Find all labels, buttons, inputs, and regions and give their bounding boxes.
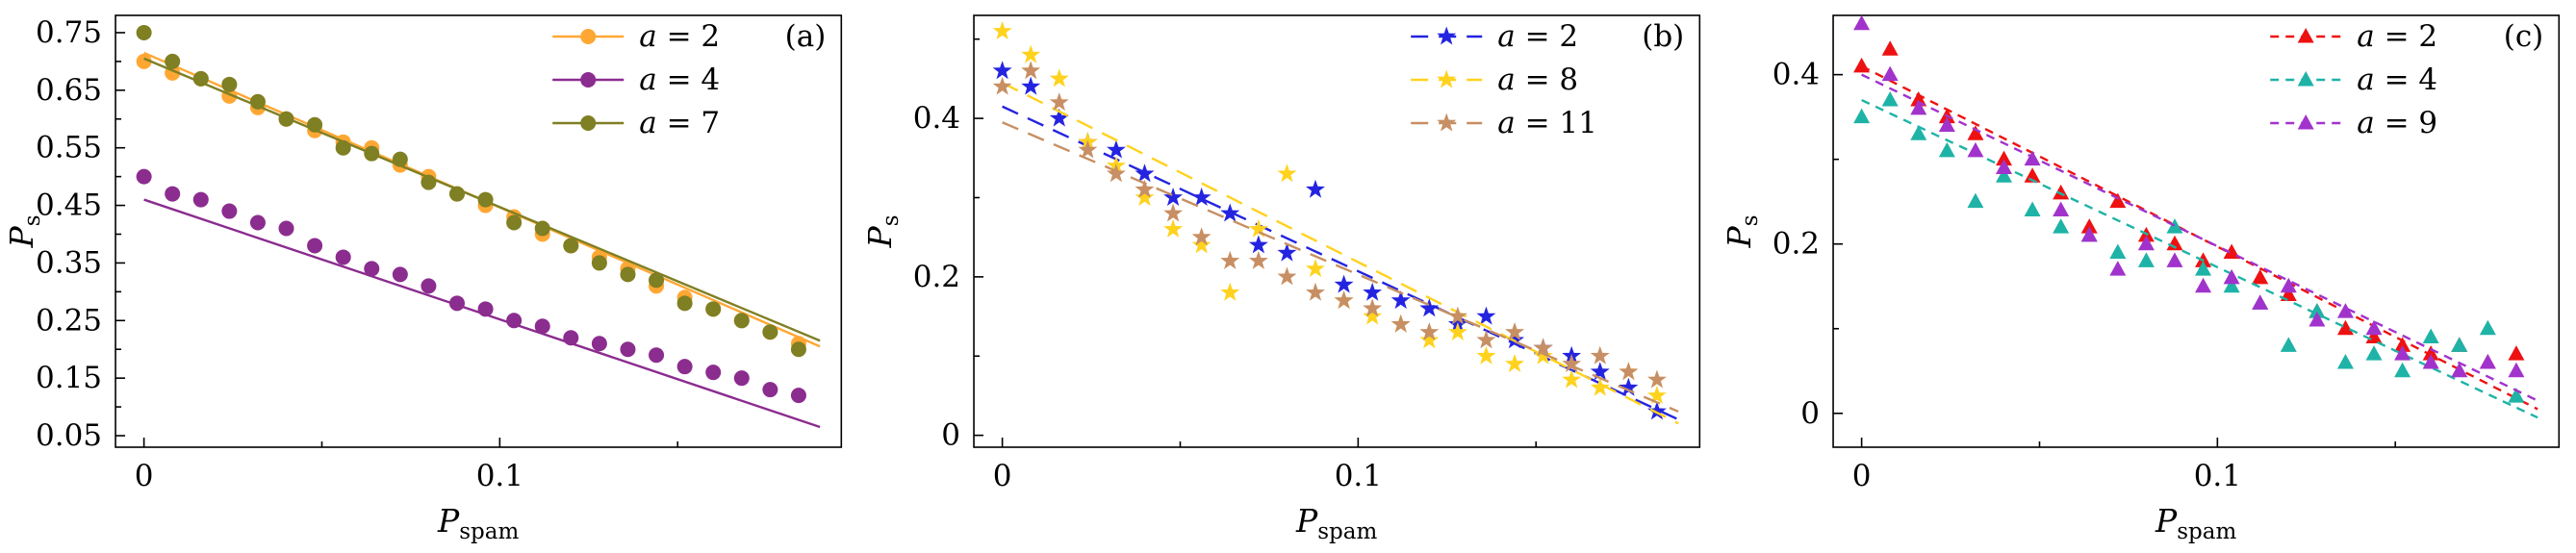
y-tick-label: 0.4: [1772, 58, 1819, 92]
y-tick-label: 0.2: [1772, 227, 1819, 262]
series-markers: [1852, 14, 2525, 378]
fit-line: [1002, 81, 1679, 425]
y-tick-label: 0.45: [36, 189, 102, 223]
panel-tag: (a): [785, 19, 827, 54]
y-tick-label: 0.55: [36, 131, 102, 165]
fit-line: [1860, 64, 2538, 411]
legend-label: a = 2: [639, 19, 720, 54]
y-tick-label: 0: [1800, 396, 1820, 431]
x-tick-label: 0.1: [2193, 459, 2240, 493]
y-tick-label: 0.65: [36, 73, 102, 108]
series-markers: [136, 168, 806, 404]
panel-tag: (b): [1643, 19, 1685, 54]
y-tick-label: 0.2: [913, 260, 960, 294]
y-tick-label: 0: [942, 418, 961, 453]
ticks: [974, 38, 1538, 447]
y-tick-label: 0.25: [36, 303, 102, 338]
y-axis-label: Ps: [861, 214, 904, 248]
y-axis-label: Ps: [1721, 214, 1763, 248]
x-axis-label: Pspam: [2155, 502, 2236, 544]
x-tick-label: 0: [135, 459, 154, 493]
y-tick-label: 0.4: [913, 101, 960, 136]
ticks: [1832, 73, 2396, 447]
y-tick-label: 0.15: [36, 361, 102, 395]
legend-label: a = 7: [639, 106, 720, 140]
x-tick-label: 0: [993, 459, 1012, 493]
fit-line: [1860, 98, 2538, 419]
axes-frame: [973, 14, 1701, 448]
chart-panel-b: 0 0.1 0 0.2 0.4 Pspam Ps a = 2 (b) a = 8 a = 11: [861, 14, 1701, 544]
axes-frame: [1831, 14, 2560, 448]
series-markers: [992, 61, 1668, 389]
y-axis-label: Ps: [3, 214, 45, 248]
legend-label: a = 2: [1498, 19, 1579, 54]
legend: a = 2 (c) a = 4 a = 9: [2269, 19, 2543, 140]
legend-label: a = 9: [2357, 106, 2437, 140]
y-tick-label: 0.75: [36, 15, 102, 50]
panel-tag: (c): [2503, 19, 2543, 54]
chart-panel-a: 0 0.1 0.05 0.15 0.25 0.35 0.45 0.55 0.65 0.75 Pspa…: [3, 14, 843, 544]
x-tick-label: 0.1: [476, 459, 523, 493]
axes-frame: [115, 14, 843, 448]
x-tick-label: 0.1: [1335, 459, 1382, 493]
legend-label: a = 4: [639, 63, 720, 97]
ticks: [115, 32, 679, 447]
series-markers: [136, 24, 806, 358]
legend: a = 2 (b) a = 8 a = 11: [1411, 19, 1685, 140]
x-axis-label: Pspam: [437, 502, 519, 544]
y-tick-label: 0.05: [36, 418, 102, 453]
y-tick-label: 0.35: [36, 245, 102, 280]
legend-label: a = 2: [2357, 19, 2437, 54]
legend-label: a = 11: [1498, 106, 1598, 140]
legend: a = 2 (a) a = 4 a = 7: [552, 19, 826, 140]
fit-line: [1860, 73, 2538, 402]
legend-label: a = 4: [2357, 63, 2437, 97]
legend-label: a = 8: [1498, 63, 1579, 97]
fit-line: [1002, 121, 1679, 414]
x-axis-label: Pspam: [1295, 502, 1377, 544]
x-tick-label: 0: [1851, 459, 1871, 493]
chart-panel-c: 0 0.1 0 0.2 0.4 Pspam Ps a = 2 (c) a = 4 a = 9: [1721, 14, 2560, 544]
